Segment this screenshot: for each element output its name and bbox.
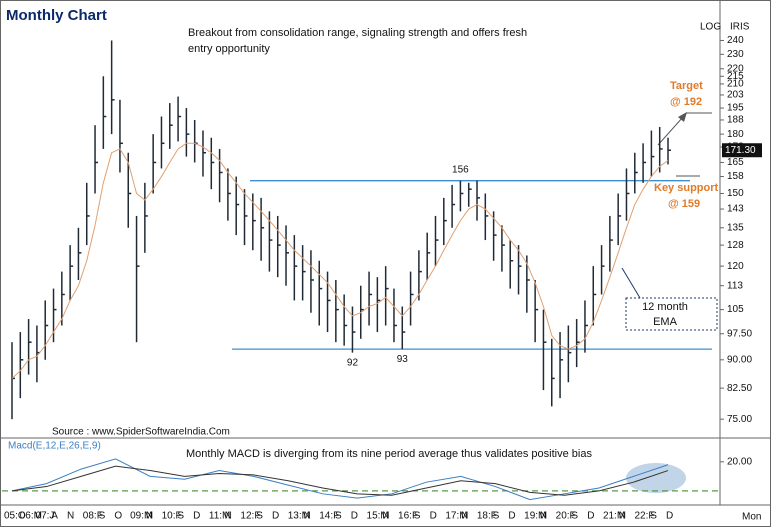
y-tick-label: 203: [727, 90, 744, 101]
macd-line: [11, 465, 669, 496]
x-tick-label: N: [382, 511, 389, 522]
y-tick-label: 158: [727, 171, 744, 182]
y-tick-label: 120: [727, 261, 744, 272]
highlight: [626, 463, 686, 493]
x-tick-label: S: [493, 511, 500, 522]
y-tick-label: 90.00: [727, 354, 752, 365]
y-tick-label: 240: [727, 35, 744, 46]
x-tick-label: 13:M: [288, 511, 310, 522]
target-level: @ 192: [670, 96, 702, 108]
x-tick-label: N: [67, 511, 74, 522]
y-tick-label: 210: [727, 79, 744, 90]
chart-title: Monthly Chart: [6, 7, 107, 24]
x-tick-label: 18:F: [477, 511, 497, 522]
target-arrow: [657, 116, 684, 146]
x-tick-label: O: [114, 511, 122, 522]
y-tick-label: 82.50: [727, 383, 752, 394]
y-tick-label: 97.50: [727, 328, 752, 339]
x-tick-label: 22:F: [634, 511, 654, 522]
x-tick-label: D: [193, 511, 200, 522]
ema-pointer: [621, 267, 641, 299]
y-tick-label: 75.00: [727, 414, 752, 425]
x-tick-label: 12:F: [240, 511, 260, 522]
x-tick-label: 10:F: [162, 511, 182, 522]
x-tick-label: S: [335, 511, 342, 522]
y-tick-label: 113: [727, 280, 743, 291]
point-label: 92: [347, 357, 359, 368]
annotation: entry opportunity: [188, 43, 270, 55]
x-tick-label: A: [51, 511, 58, 522]
x-tick-label: 16:F: [398, 511, 418, 522]
x-tick-label: S: [177, 511, 184, 522]
x-tick-label: S: [414, 511, 421, 522]
x-tick-label: 20:F: [556, 511, 576, 522]
last-price-label: 171.30: [725, 145, 756, 156]
y-tick-label: 188: [727, 115, 744, 126]
y-tick-label: 150: [727, 188, 744, 199]
y-tick-label: 180: [727, 129, 744, 140]
x-tick-label: N: [461, 511, 468, 522]
x-tick-label: 09:M: [130, 511, 152, 522]
x-tick-label: D: [351, 511, 358, 522]
key-support-label: Key support: [654, 182, 719, 194]
point-label: 93: [397, 354, 409, 365]
point-label: 156: [452, 164, 469, 175]
x-tick-label: 08:F: [83, 511, 103, 522]
x-tick-label: N: [540, 511, 547, 522]
ema-line: [11, 142, 669, 379]
y-tick-label: 128: [727, 240, 744, 251]
x-tick-label: 11:M: [209, 511, 231, 522]
y-tick-label: 215: [727, 71, 744, 82]
y-tick-label: 105: [727, 304, 744, 315]
x-tick-label: D: [430, 511, 437, 522]
x-tick-label: D: [508, 511, 515, 522]
period-label: Mon: [742, 512, 761, 523]
arrow-head: [678, 112, 687, 122]
last-price-box: [722, 143, 762, 158]
log-label: LOG: [700, 22, 721, 33]
x-tick-label: N: [619, 511, 626, 522]
x-tick-label: 05:O: [4, 511, 26, 522]
x-tick-label: D: [666, 511, 673, 522]
x-tick-label: S: [256, 511, 263, 522]
y-tick-label: 195: [727, 103, 744, 114]
annotation: Breakout from consolidation range, signa…: [188, 27, 527, 39]
x-tick-label: N: [146, 511, 153, 522]
macd-annotation: Monthly MACD is diverging from its nine …: [186, 448, 592, 460]
x-tick-label: 14:F: [319, 511, 339, 522]
key-support-level: @ 159: [668, 198, 700, 210]
symbol-label: IRIS: [730, 22, 750, 33]
x-tick-label: D: [587, 511, 594, 522]
target-label: Target: [670, 80, 703, 92]
y-tick-label: 20.00: [727, 456, 752, 467]
ema-callout: [625, 297, 718, 331]
y-tick-label: 220: [727, 63, 744, 74]
x-tick-label: 19:M: [524, 511, 546, 522]
x-tick-label: 21:M: [603, 511, 625, 522]
source: Source : www.SpiderSoftwareIndia.Com: [52, 427, 230, 438]
ema-label: 12 month: [642, 301, 688, 313]
x-tick-label: N: [225, 511, 232, 522]
y-tick-label: 143: [727, 204, 744, 215]
x-tick-label: N: [303, 511, 310, 522]
macd-title: Macd(E,12,E,26,E,9): [8, 441, 101, 452]
y-tick-label: 135: [727, 222, 744, 233]
y-tick-label: 165: [727, 157, 744, 168]
x-tick-label: 17:M: [445, 511, 467, 522]
x-tick-label: S: [571, 511, 578, 522]
x-tick-label: S: [650, 511, 657, 522]
x-tick-label: 07:J: [36, 511, 55, 522]
x-tick-label: 06:M: [20, 511, 42, 522]
x-tick-label: 15:M: [367, 511, 389, 522]
y-tick-label: 230: [727, 49, 744, 60]
x-tick-label: S: [99, 511, 106, 522]
ema-label: EMA: [653, 316, 678, 328]
x-tick-label: D: [272, 511, 279, 522]
